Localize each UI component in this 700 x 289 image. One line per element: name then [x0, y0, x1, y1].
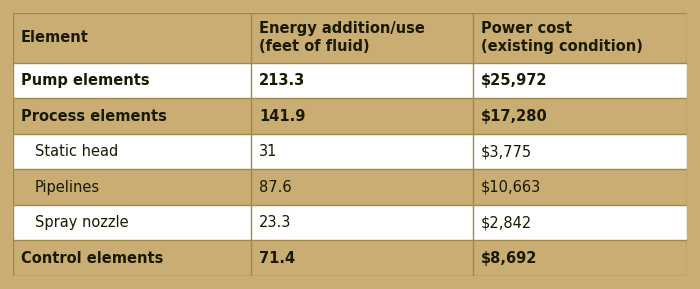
Bar [251, 63, 473, 99]
Text: $8,692: $8,692 [481, 251, 538, 266]
Text: 141.9: 141.9 [259, 109, 305, 124]
Text: 23.3: 23.3 [259, 215, 291, 230]
Bar [13, 169, 251, 205]
Bar [251, 99, 473, 134]
Bar [473, 169, 687, 205]
Text: Element: Element [21, 30, 89, 45]
Text: Energy addition/use
(feet of fluid): Energy addition/use (feet of fluid) [259, 21, 425, 54]
Text: $25,972: $25,972 [481, 73, 547, 88]
Text: 87.6: 87.6 [259, 180, 292, 195]
Bar [473, 99, 687, 134]
Text: Process elements: Process elements [21, 109, 167, 124]
Bar [251, 134, 473, 169]
Bar [251, 169, 473, 205]
Bar [13, 240, 251, 276]
Bar [13, 134, 251, 169]
Bar [13, 205, 251, 240]
Bar [473, 240, 687, 276]
Text: 213.3: 213.3 [259, 73, 305, 88]
Text: 31: 31 [259, 144, 277, 159]
Bar [251, 205, 473, 240]
Text: Power cost
(existing condition): Power cost (existing condition) [481, 21, 643, 54]
Text: Spray nozzle: Spray nozzle [35, 215, 129, 230]
Text: Static head: Static head [35, 144, 118, 159]
Bar [473, 205, 687, 240]
Text: $10,663: $10,663 [481, 180, 541, 195]
Bar [251, 240, 473, 276]
Text: $2,842: $2,842 [481, 215, 532, 230]
Text: Pump elements: Pump elements [21, 73, 150, 88]
Text: 71.4: 71.4 [259, 251, 295, 266]
Bar [13, 63, 251, 99]
Text: Control elements: Control elements [21, 251, 163, 266]
Text: $17,280: $17,280 [481, 109, 547, 124]
Bar [13, 13, 251, 63]
Bar [13, 99, 251, 134]
Text: $3,775: $3,775 [481, 144, 532, 159]
Bar [473, 63, 687, 99]
Bar [251, 13, 473, 63]
Text: Pipelines: Pipelines [35, 180, 100, 195]
Bar [473, 134, 687, 169]
Bar [473, 13, 687, 63]
